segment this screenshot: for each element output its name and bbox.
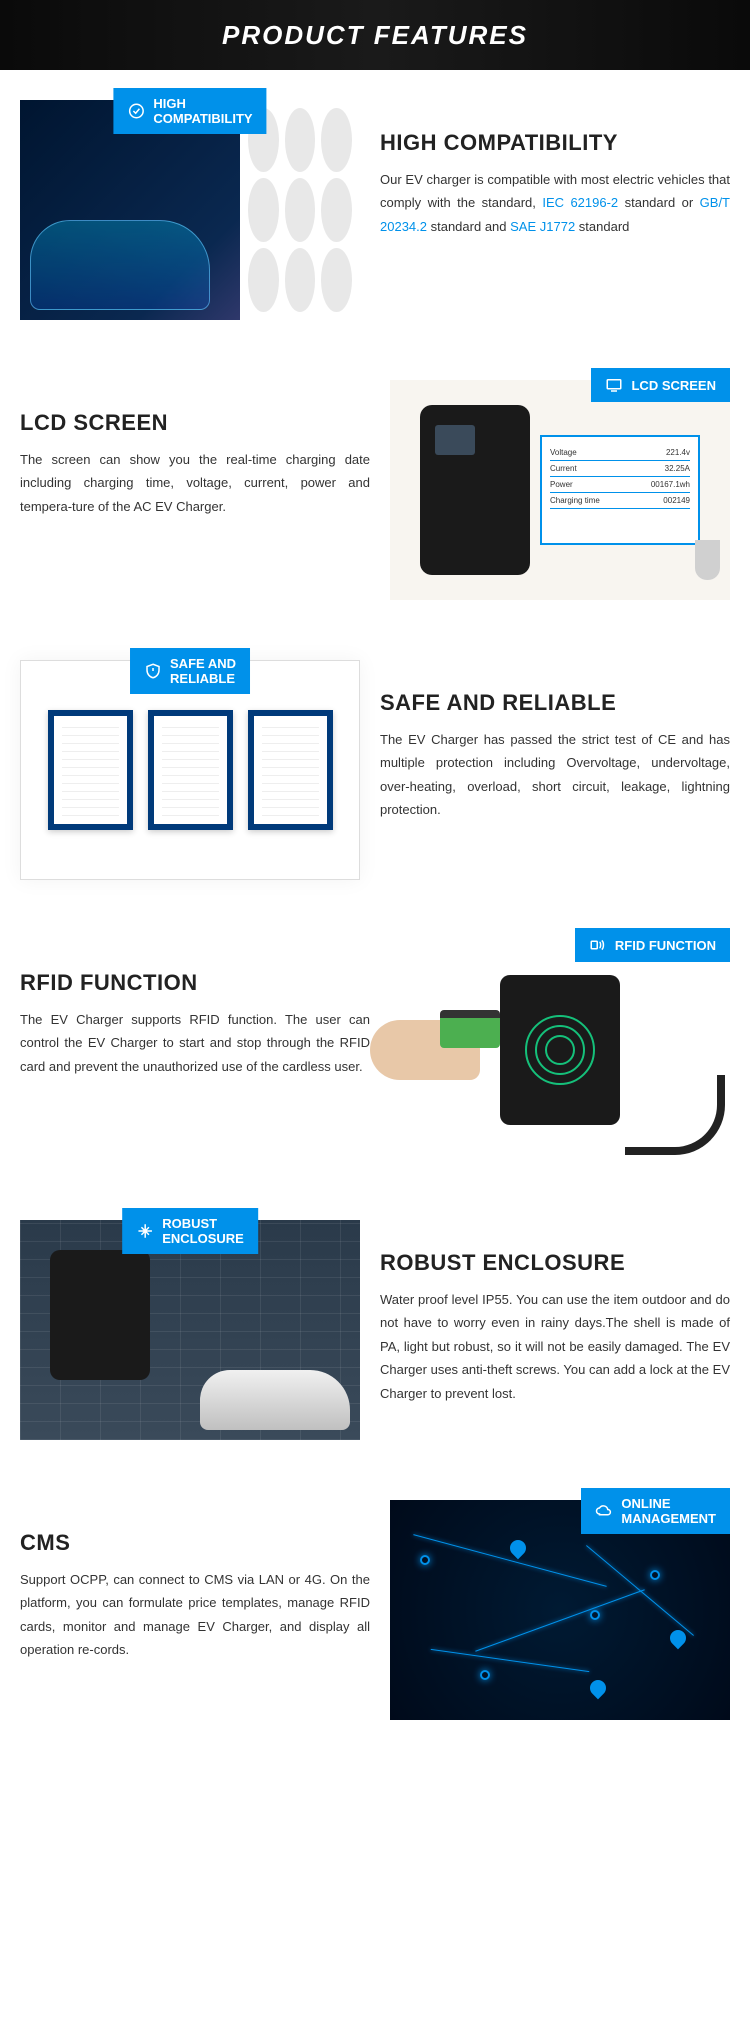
image-safe-reliable: SAFE ANDRELIABLE — [20, 660, 360, 880]
title: ROBUST ENCLOSURE — [380, 1250, 730, 1276]
badge-label: HIGHCOMPATIBILITY — [153, 96, 252, 126]
text-lcd-screen: LCD SCREEN The screen can show you the r… — [20, 380, 370, 518]
section-robust: ROBUSTENCLOSURE ROBUST ENCLOSURE Water p… — [0, 1190, 750, 1470]
desc: The EV Charger supports RFID function. T… — [20, 1008, 370, 1078]
title: HIGH COMPATIBILITY — [380, 130, 730, 156]
desc: Our EV charger is compatible with most e… — [380, 168, 730, 238]
badge-lcd-screen: LCD SCREEN — [591, 368, 730, 402]
desc: The screen can show you the real-time ch… — [20, 448, 370, 518]
badge-high-compatibility: HIGHCOMPATIBILITY — [113, 88, 266, 134]
section-high-compatibility: HIGHCOMPATIBILITY HIGH COMPATIBILITY Our… — [0, 70, 750, 350]
text-robust: ROBUST ENCLOSURE Water proof level IP55.… — [380, 1220, 730, 1405]
shield-icon — [144, 662, 162, 680]
check-circle-icon — [127, 102, 145, 120]
badge-label: SAFE ANDRELIABLE — [170, 656, 236, 686]
badge-rfid: RFID FUNCTION — [575, 928, 730, 962]
cloud-icon — [595, 1502, 613, 1520]
image-rfid: RFID FUNCTION — [390, 940, 730, 1160]
header-bar: PRODUCT FEATURES — [0, 0, 750, 70]
badge-label: RFID FUNCTION — [615, 938, 716, 953]
badge-label: ROBUSTENCLOSURE — [162, 1216, 244, 1246]
lcd-panel: Voltage221.4v Current32.25A Power00167.1… — [540, 435, 700, 545]
image-cms: ONLINEMANAGEMENT — [390, 1500, 730, 1720]
title: LCD SCREEN — [20, 410, 370, 436]
title: SAFE AND RELIABLE — [380, 690, 730, 716]
expand-icon — [136, 1222, 154, 1240]
image-high-compatibility: HIGHCOMPATIBILITY — [20, 100, 360, 320]
text-high-compatibility: HIGH COMPATIBILITY Our EV charger is com… — [380, 100, 730, 238]
badge-cms: ONLINEMANAGEMENT — [581, 1488, 730, 1534]
section-rfid: RFID FUNCTION RFID FUNCTION The EV Charg… — [0, 910, 750, 1190]
section-cms: ONLINEMANAGEMENT CMS Support OCPP, can c… — [0, 1470, 750, 1750]
rfid-icon — [589, 936, 607, 954]
badge-robust: ROBUSTENCLOSURE — [122, 1208, 258, 1254]
title: RFID FUNCTION — [20, 970, 370, 996]
text-rfid: RFID FUNCTION The EV Charger supports RF… — [20, 940, 370, 1078]
badge-safe-reliable: SAFE ANDRELIABLE — [130, 648, 250, 694]
image-robust: ROBUSTENCLOSURE — [20, 1220, 360, 1440]
section-lcd-screen: LCD SCREEN Voltage221.4v Current32.25A P… — [0, 350, 750, 630]
section-safe-reliable: SAFE ANDRELIABLE SAFE AND RELIABLE The E… — [0, 630, 750, 910]
badge-label: LCD SCREEN — [631, 378, 716, 393]
text-safe-reliable: SAFE AND RELIABLE The EV Charger has pas… — [380, 660, 730, 822]
desc: Support OCPP, can connect to CMS via LAN… — [20, 1568, 370, 1662]
image-lcd-screen: LCD SCREEN Voltage221.4v Current32.25A P… — [390, 380, 730, 600]
desc: Water proof level IP55. You can use the … — [380, 1288, 730, 1405]
desc: The EV Charger has passed the strict tes… — [380, 728, 730, 822]
text-cms: CMS Support OCPP, can connect to CMS via… — [20, 1500, 370, 1662]
title: CMS — [20, 1530, 370, 1556]
screen-icon — [605, 376, 623, 394]
badge-label: ONLINEMANAGEMENT — [621, 1496, 716, 1526]
header-title: PRODUCT FEATURES — [222, 20, 528, 51]
